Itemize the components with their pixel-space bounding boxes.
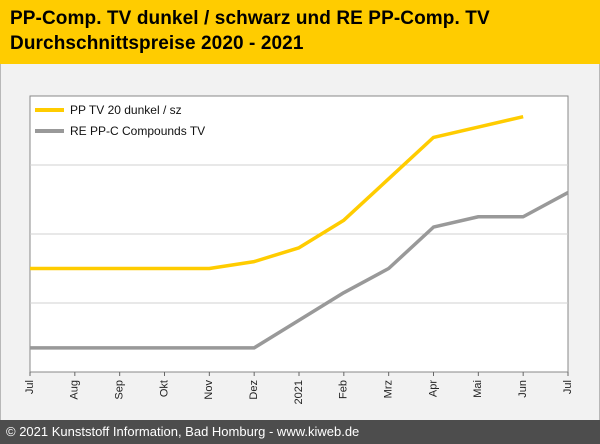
x-tick-label: Sep [114, 380, 126, 400]
chart-title-line-2: Durchschnittspreise 2020 - 2021 [10, 33, 304, 54]
x-tick-label: Apr [427, 380, 439, 397]
legend-label-re-pp-c: RE PP-C Compounds TV [70, 124, 205, 138]
x-tick-label: Mrz [383, 380, 395, 398]
x-tick-label: Nov [203, 380, 215, 400]
legend-box [31, 98, 248, 142]
x-tick-label: 2021 [293, 380, 305, 404]
gridlines [30, 164, 568, 304]
x-tick-label: Aug [69, 380, 81, 400]
x-tick-label: Mai [472, 380, 484, 398]
x-tick-label: Jul [24, 380, 36, 394]
series-line-2 [30, 191, 569, 350]
chart-area: Jul Aug Sep Okt Nov Dez 2021 Feb Mrz Apr Mai Jun Jul… [24, 95, 574, 404]
chart-header: PP-Comp. TV dunkel / schwarz und RE PP-C… [0, 0, 600, 64]
series-line-1 [30, 114, 524, 271]
x-tick-label: Feb [338, 380, 350, 399]
copyright-text: © 2021 Kunststoff Information, Bad Hombu… [6, 424, 360, 439]
series-lines [30, 114, 569, 350]
chart-title-line-1: PP-Comp. TV dunkel / schwarz und RE PP-C… [10, 8, 490, 29]
legend-label-pp-tv: PP TV 20 dunkel / sz [70, 103, 182, 117]
legend: PP TV 20 dunkel / sz RE PP-C Compounds T… [31, 98, 248, 142]
x-tick-label: Dez [248, 380, 260, 400]
x-tick-label: Jun [517, 380, 529, 398]
footer-bar: © 2021 Kunststoff Information, Bad Hombu… [0, 420, 600, 444]
x-axis: Jul Aug Sep Okt Nov Dez 2021 Feb Mrz Apr Mai Jun Jul [24, 372, 574, 404]
x-tick-label: Jul [562, 380, 574, 394]
x-tick-label: Okt [158, 380, 170, 397]
